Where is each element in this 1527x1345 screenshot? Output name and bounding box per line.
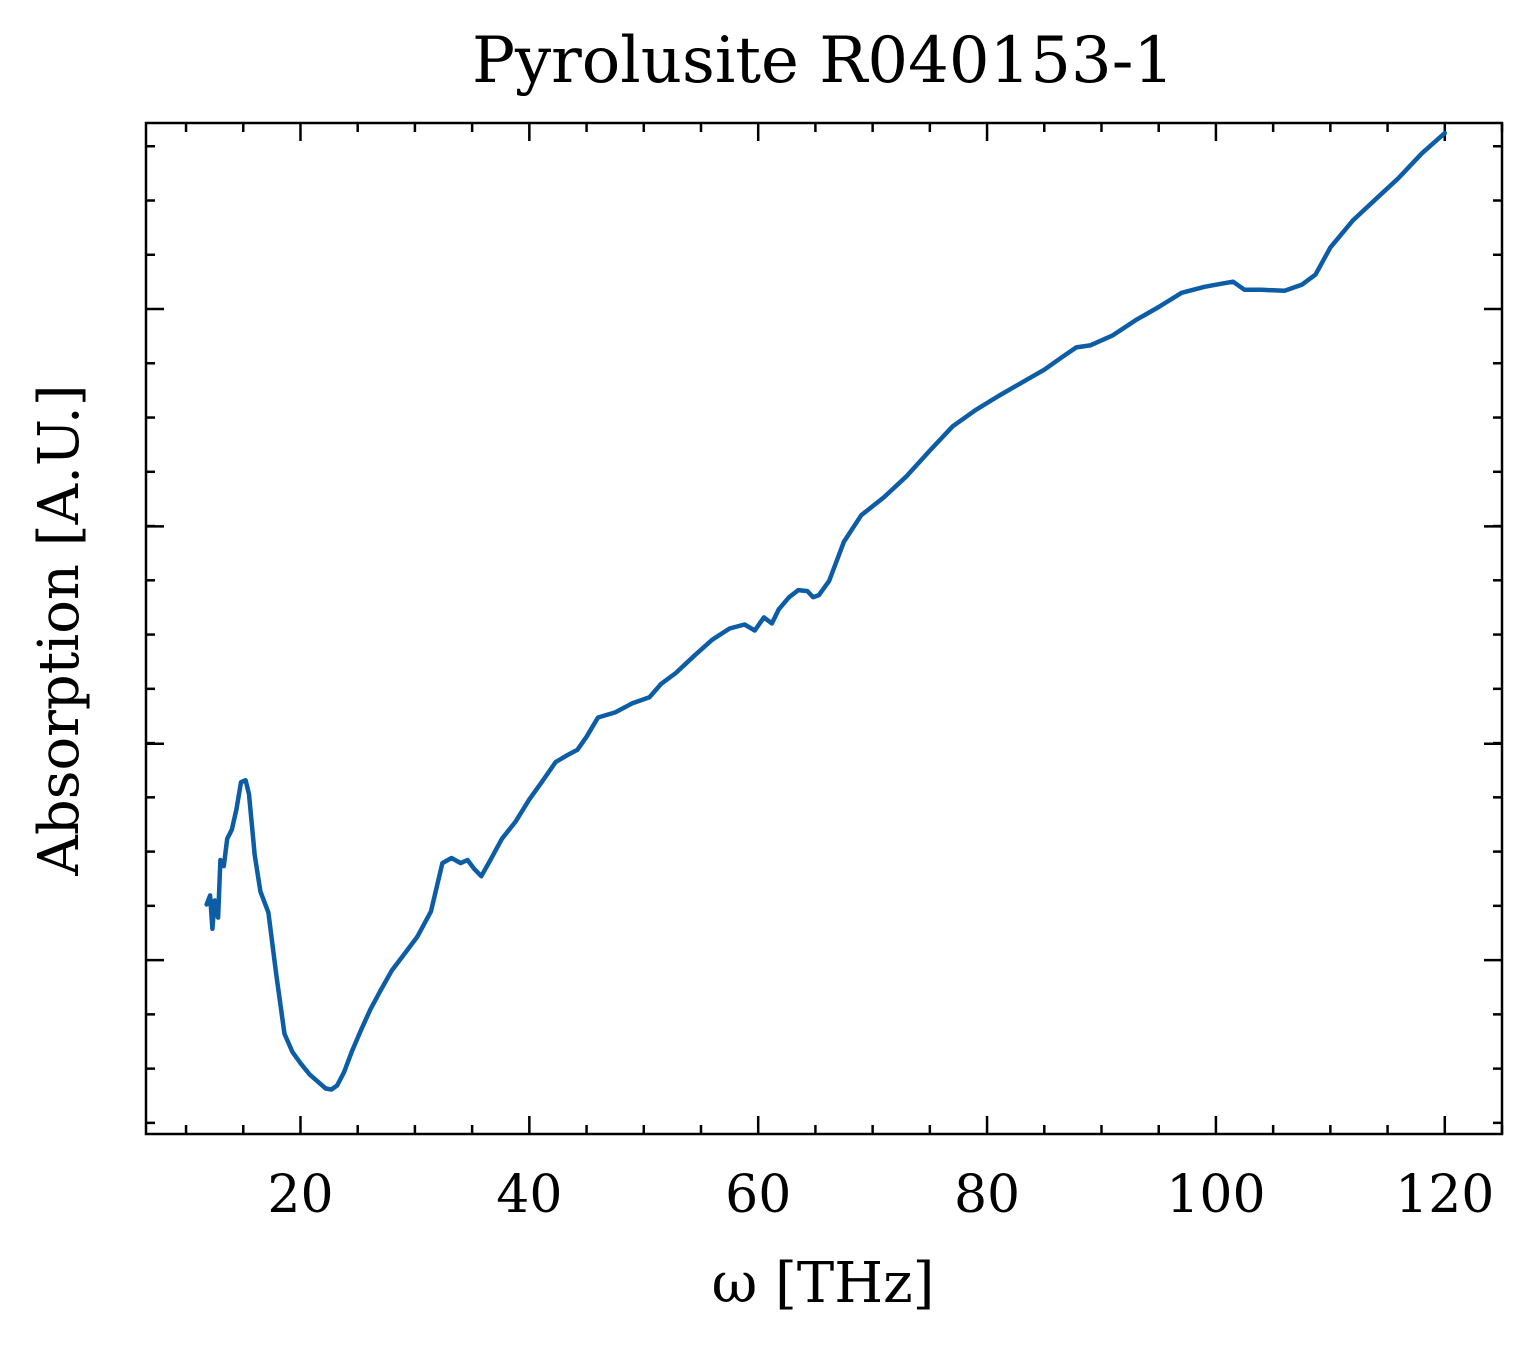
plot-frame [144, 121, 1504, 1136]
x-tick-label: 120 [1395, 1165, 1494, 1225]
x-tick-label: 100 [1166, 1165, 1265, 1225]
x-tick-label: 20 [267, 1165, 333, 1225]
x-axis-label: ω [THz] [712, 1251, 935, 1316]
x-tick-label: 60 [725, 1165, 791, 1225]
x-tick-label: 40 [496, 1165, 562, 1225]
chart-title: Pyrolusite R040153-1 [472, 24, 1174, 98]
x-tick-labels: 20 40 60 80 100 120 [267, 1165, 1494, 1225]
x-tick-label: 80 [954, 1165, 1020, 1225]
series-line [204, 130, 1448, 1092]
axis-ticks [146, 123, 1504, 1134]
y-axis-label: Absorption [A.U.] [27, 384, 92, 876]
